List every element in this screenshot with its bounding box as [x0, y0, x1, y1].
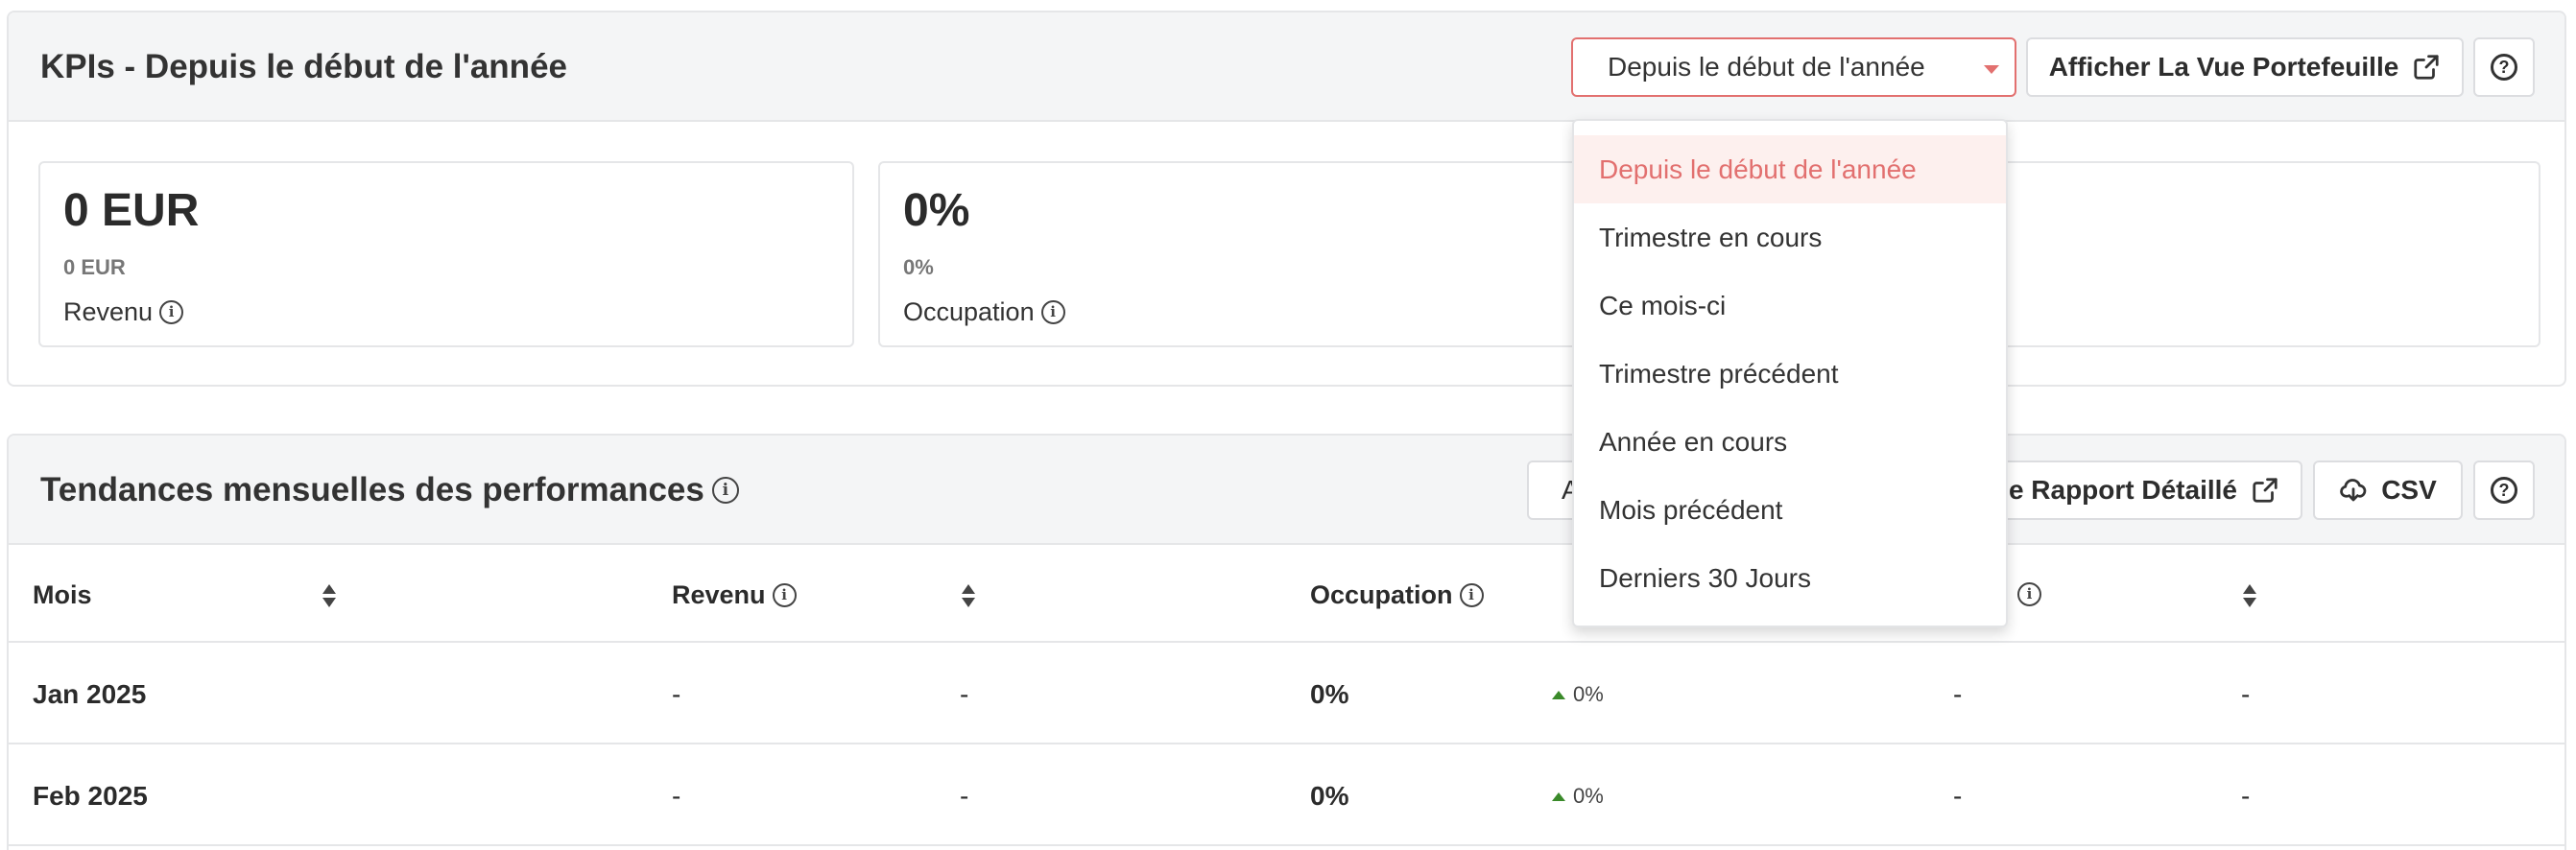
dropdown-option-previous-quarter[interactable]: Trimestre précédent — [1599, 358, 1839, 389]
cell-revenue-delta: - — [960, 781, 969, 811]
cell-occupation: 0% — [1310, 781, 1349, 811]
detailed-report-button[interactable]: e Rapport Détaillé — [1967, 460, 2302, 520]
kpi-panel-title: KPIs - Depuis le début de l'année — [40, 48, 567, 85]
triangle-up-icon — [1552, 690, 1565, 699]
table-row: Jan 2025 - - 0% 0% - - — [9, 645, 2564, 744]
kpi-occupation-sub: 0% — [903, 255, 934, 279]
sort-icon[interactable] — [321, 582, 338, 609]
csv-download-button[interactable]: CSV — [2313, 460, 2463, 520]
table-row: Feb 2025 - - 0% 0% - - — [9, 746, 2564, 846]
cell-occupation-delta: 0% — [1552, 645, 1604, 744]
cell-col4-delta: - — [2241, 679, 2251, 709]
info-icon[interactable]: i — [2017, 582, 2041, 606]
cell-occupation: 0% — [1310, 679, 1349, 709]
cell-revenue: - — [672, 679, 681, 709]
info-icon[interactable]: i — [159, 300, 184, 324]
cell-revenue: - — [672, 781, 681, 811]
dropdown-option-current-year[interactable]: Année en cours — [1599, 426, 1788, 457]
kpi-card-occupation: 0% 0% Occupation i — [878, 161, 1694, 347]
external-link-icon — [2253, 478, 2278, 503]
info-icon[interactable]: i — [772, 582, 797, 607]
cell-month: Feb 2025 — [33, 781, 148, 811]
cell-occupation-delta-value: 0% — [1573, 784, 1604, 808]
trend-panel: Tendances mensuelles des performances i … — [7, 434, 2566, 850]
trend-panel-title-row: Tendances mensuelles des performances i — [40, 436, 739, 545]
cell-revenue-delta: - — [960, 679, 969, 709]
csv-button-label: CSV — [2381, 475, 2437, 505]
kpi-revenue-label: Revenu — [63, 297, 154, 326]
cell-occupation-delta-value: 0% — [1573, 682, 1604, 706]
external-link-icon — [2414, 55, 2439, 80]
kpi-revenue-label-row: Revenu i — [63, 297, 184, 327]
portfolio-view-button-label: Afficher La Vue Portefeuille — [2048, 52, 2399, 82]
column-header-revenue[interactable]: Revenu i — [672, 547, 797, 643]
kpi-panel: KPIs - Depuis le début de l'année Depuis… — [7, 11, 2566, 387]
question-circle-icon: ? — [2491, 54, 2517, 81]
table-header-row: Mois Revenu i Occupation i i — [9, 547, 2564, 643]
period-dropdown-menu: Depuis le début de l'année Trimestre en … — [1572, 119, 2008, 627]
cell-month: Jan 2025 — [33, 679, 147, 709]
cell-occupation-delta: 0% — [1552, 746, 1604, 846]
kpi-occupation-label-row: Occupation i — [903, 297, 1065, 327]
kpi-help-button[interactable]: ? — [2473, 37, 2535, 97]
period-select[interactable]: Depuis le début de l'année — [1571, 37, 2016, 97]
kpi-panel-header: KPIs - Depuis le début de l'année Depuis… — [9, 12, 2564, 122]
info-icon[interactable]: i — [1459, 582, 1484, 607]
cell-col4: - — [1953, 781, 1963, 811]
kpi-revenue-value: 0 EUR — [63, 185, 200, 236]
cell-col4: - — [1953, 679, 1963, 709]
kpi-card-revenue: 0 EUR 0 EUR Revenu i — [38, 161, 854, 347]
detailed-report-button-label: e Rapport Détaillé — [2008, 475, 2237, 505]
column-header-revenue-label: Revenu — [672, 579, 766, 609]
question-circle-icon: ? — [2491, 477, 2517, 504]
cloud-download-icon — [2340, 479, 2367, 502]
period-select-value: Depuis le début de l'année — [1608, 52, 1925, 82]
caret-down-icon — [1984, 65, 1999, 74]
column-header-occupation-label: Occupation — [1310, 579, 1453, 609]
dropdown-option-this-month[interactable]: Ce mois-ci — [1599, 290, 1727, 320]
trend-panel-title: Tendances mensuelles des performances — [40, 471, 704, 508]
trend-panel-header: Tendances mensuelles des performances i … — [9, 436, 2564, 545]
column-header-occupation[interactable]: Occupation i — [1310, 547, 1484, 643]
info-icon[interactable]: i — [711, 477, 739, 504]
trend-help-button[interactable]: ? — [2473, 460, 2535, 520]
dropdown-option-ytd[interactable]: Depuis le début de l'année — [1574, 135, 2006, 203]
cell-col4-delta: - — [2241, 781, 2251, 811]
kpi-occupation-value: 0% — [903, 185, 970, 236]
portfolio-view-button[interactable]: Afficher La Vue Portefeuille — [2026, 37, 2464, 97]
kpi-revenue-sub: 0 EUR — [63, 255, 126, 279]
sort-icon[interactable] — [960, 582, 977, 609]
sort-icon[interactable] — [2241, 582, 2258, 609]
dropdown-option-current-quarter[interactable]: Trimestre en cours — [1599, 222, 1823, 252]
kpi-occupation-label: Occupation — [903, 297, 1035, 326]
column-header-month[interactable]: Mois — [33, 579, 92, 609]
dropdown-option-previous-month[interactable]: Mois précédent — [1599, 494, 1783, 525]
dropdown-option-last-30-days[interactable]: Derniers 30 Jours — [1599, 562, 1811, 593]
info-icon[interactable]: i — [1040, 300, 1065, 324]
triangle-up-icon — [1552, 791, 1565, 801]
